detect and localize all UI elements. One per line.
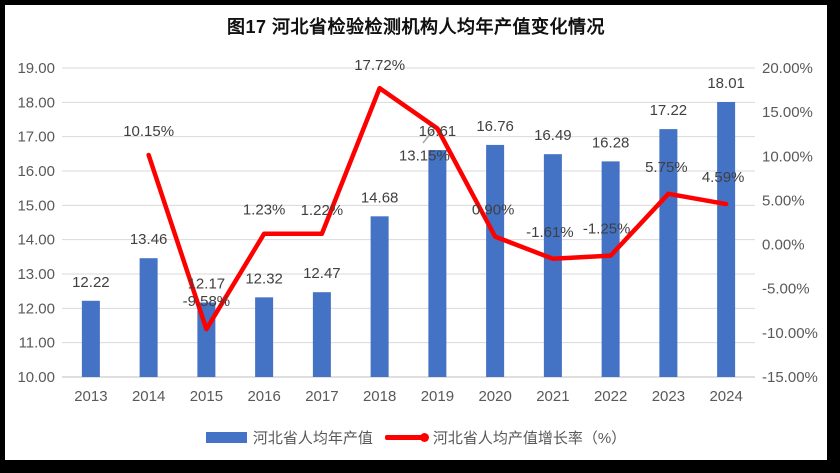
y-axis-right-tick: 5.00%	[762, 192, 805, 209]
x-axis-label: 2022	[594, 388, 627, 405]
bar-value-label: 16.49	[534, 127, 572, 144]
y-axis-left-tick: 15.00	[17, 197, 55, 214]
y-axis-right-tick: -5.00%	[762, 281, 810, 298]
line-value-label: 1.22%	[301, 202, 344, 219]
legend-label-line-series: 河北省人均产值增长率（%）	[432, 429, 627, 447]
bar-2017	[312, 292, 331, 377]
bar-value-labels: 12.22 13.46 12.17 12.32 12.47 14.68 16.61 16.76…	[72, 75, 745, 293]
y-axis-left-tick: 14.00	[17, 232, 55, 249]
legend-item-bar-series: 河北省人均年产值	[205, 427, 373, 448]
bar-value-label: 12.17	[188, 275, 226, 292]
chart-title: 图17 河北省检验检测机构人均年产值变化情况	[226, 17, 606, 37]
y-axis-left-tick: 10.00	[17, 369, 55, 386]
line-value-label: 10.15%	[123, 123, 174, 140]
y-axis-right-tick: 0.00%	[762, 237, 805, 254]
bar-2013	[81, 300, 100, 377]
line-value-label: 1.23%	[243, 202, 286, 219]
line-value-label: -9.58%	[183, 293, 231, 310]
bar-2023	[659, 129, 678, 377]
y-axis-left-tick: 19.00	[17, 60, 55, 77]
x-axis-label: 2015	[190, 388, 223, 405]
bar-value-label: 16.28	[592, 134, 630, 151]
y-axis-left-tick: 13.00	[17, 266, 55, 283]
line-value-label: 13.15%	[399, 147, 450, 164]
bar-value-label: 16.61	[419, 123, 457, 140]
y-axis-left: 10.00 11.00 12.00 13.00 14.00 15.00 16.00 17.00…	[17, 60, 55, 386]
line-value-label: 0.90%	[472, 202, 515, 219]
bar-2021	[543, 154, 562, 377]
bar-value-label: 12.22	[72, 274, 110, 291]
x-axis-label: 2016	[247, 388, 280, 405]
bar-value-label: 12.47	[303, 265, 341, 282]
x-axis-label: 2013	[74, 388, 107, 405]
y-axis-left-tick: 18.00	[17, 94, 55, 111]
gridlines	[62, 67, 755, 378]
x-axis-label: 2018	[363, 388, 396, 405]
bar-value-label: 16.76	[476, 118, 514, 135]
y-axis-left-tick: 11.00	[19, 335, 55, 352]
bar-2018	[370, 216, 389, 377]
legend-label-bar-series: 河北省人均年产值	[252, 429, 373, 447]
bar-2020	[486, 144, 505, 377]
x-axis-label: 2021	[536, 388, 569, 405]
bar-series	[81, 101, 736, 378]
chart-canvas: 图17 河北省检验检测机构人均年产值变化情况 12.22 13.46 12.17 12…	[5, 5, 827, 460]
bar-2016	[255, 297, 274, 377]
x-axis-label: 2017	[305, 388, 338, 405]
line-value-label: 17.72%	[354, 57, 405, 74]
line-value-labels: 10.15%-9.58%1.23% 1.22%17.72%13.15%0.90%-…	[123, 57, 744, 310]
bar-value-label: 14.68	[361, 189, 399, 206]
legend-item-line-series: 河北省人均产值增长率（%）	[384, 427, 627, 448]
leader-line	[422, 128, 435, 144]
bar-value-label: 17.22	[650, 102, 688, 119]
bar-2024	[717, 101, 736, 378]
x-axis: 2013 2014 2015 2016 2017 2018 2019 2020 2021 2022…	[74, 388, 743, 405]
y-axis-right-tick: -15.00%	[762, 369, 818, 386]
growth-rate-line	[146, 85, 729, 332]
bar-2019	[428, 150, 447, 377]
bar-value-label: 18.01	[707, 75, 745, 92]
line-value-label: 5.75%	[645, 159, 688, 176]
line-series-swatch-icon	[384, 432, 429, 442]
line-value-label: 4.59%	[702, 169, 745, 186]
x-axis-label: 2014	[132, 388, 165, 405]
line-value-label: -1.25%	[583, 221, 631, 238]
x-axis-label: 2020	[478, 388, 511, 405]
bar-value-label: 12.32	[245, 270, 283, 287]
bar-2014	[139, 258, 158, 377]
legend: 河北省人均年产值 河北省人均产值增长率（%）	[5, 426, 827, 448]
label-leader-line	[422, 128, 435, 144]
x-axis-label: 2019	[421, 388, 454, 405]
y-axis-right-tick: 20.00%	[762, 60, 813, 77]
y-axis-right-tick: -10.00%	[762, 325, 818, 342]
combo-chart: 12.22 13.46 12.17 12.32 12.47 14.68 16.61 16.76…	[17, 57, 818, 405]
line-series	[146, 85, 729, 332]
y-axis-right-tick: 10.00%	[762, 148, 813, 165]
bar-value-label: 13.46	[130, 231, 168, 248]
y-axis-right-tick: 15.00%	[762, 104, 813, 121]
x-axis-label: 2023	[652, 388, 685, 405]
y-axis-left-tick: 16.00	[17, 163, 55, 180]
bar-series-swatch-icon	[205, 431, 247, 443]
y-axis-left-tick: 12.00	[17, 300, 55, 317]
y-axis-right: -15.00% -10.00% -5.00% 0.00% 5.00% 10.00% 15.0…	[762, 60, 818, 386]
line-value-label: -1.61%	[526, 224, 574, 241]
bar-2022	[601, 161, 620, 377]
x-axis-label: 2024	[709, 388, 742, 405]
y-axis-left-tick: 17.00	[17, 129, 55, 146]
